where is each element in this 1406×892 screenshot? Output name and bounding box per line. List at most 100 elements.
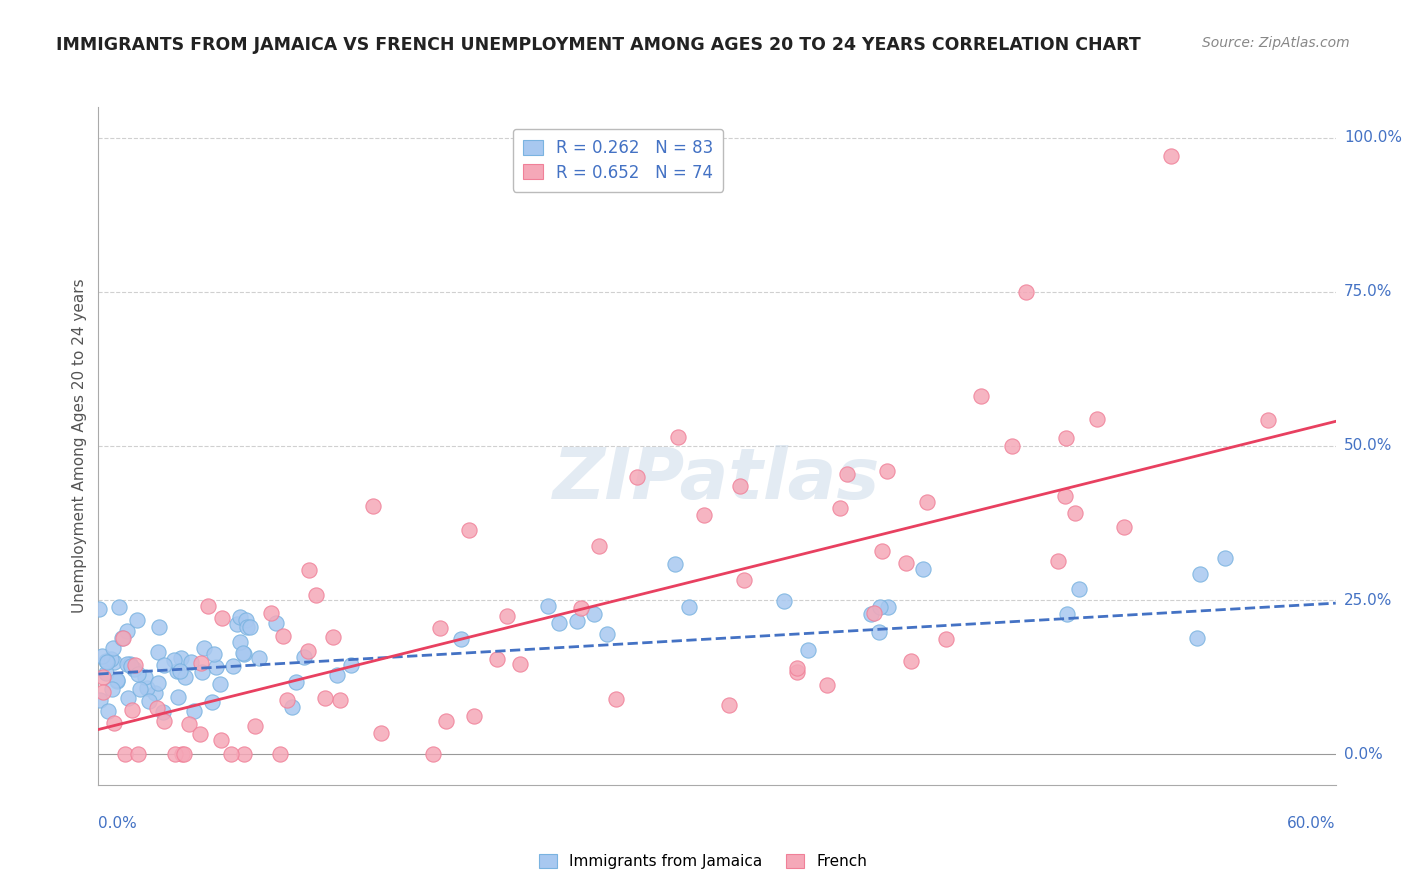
Point — [773, 594, 796, 608]
Point — [124, 657, 146, 672]
Point — [172, 747, 194, 761]
Point — [138, 693, 160, 707]
Text: 75.0%: 75.0% — [1344, 285, 1392, 300]
Legend: Immigrants from Jamaica, French: Immigrants from Jamaica, French — [533, 848, 873, 875]
Point — [114, 747, 136, 761]
Point — [298, 563, 321, 577]
Point — [276, 693, 298, 707]
Point — [314, 690, 336, 705]
Point — [1085, 412, 1108, 426]
Text: IMMIGRANTS FROM JAMAICA VS FRENCH UNEMPLOYMENT AMONG AGES 20 TO 24 YEARS CORRELA: IMMIGRANTS FROM JAMAICA VS FRENCH UNEMPL… — [56, 36, 1142, 54]
Point — [264, 615, 287, 630]
Point — [105, 673, 128, 688]
Point — [1160, 149, 1182, 163]
Point — [143, 686, 166, 700]
Point — [294, 650, 316, 665]
Point — [103, 655, 125, 669]
Point — [786, 660, 808, 674]
Point — [91, 649, 114, 664]
Point — [1046, 554, 1069, 568]
Point — [859, 607, 882, 622]
Point — [361, 499, 384, 513]
Point — [193, 641, 215, 656]
Point — [87, 602, 110, 616]
Point — [219, 747, 242, 761]
Point — [1064, 506, 1087, 520]
Point — [828, 501, 851, 516]
Point — [297, 644, 319, 658]
Point — [1056, 607, 1078, 622]
Point — [664, 557, 686, 571]
Point — [94, 666, 117, 681]
Point — [108, 600, 131, 615]
Point — [166, 690, 188, 704]
Point — [900, 654, 922, 668]
Point — [495, 608, 517, 623]
Point — [595, 626, 617, 640]
Point — [537, 599, 560, 613]
Point — [134, 670, 156, 684]
Point — [127, 666, 149, 681]
Point — [340, 658, 363, 673]
Point — [717, 698, 740, 712]
Point — [509, 657, 531, 671]
Point — [222, 659, 245, 673]
Point — [173, 747, 195, 761]
Point — [869, 600, 891, 615]
Point — [211, 611, 233, 625]
Point — [666, 429, 689, 443]
Point — [305, 588, 328, 602]
Point — [569, 601, 592, 615]
Point — [835, 467, 858, 481]
Point — [225, 617, 247, 632]
Text: ZIPatlas: ZIPatlas — [554, 445, 880, 515]
Point — [565, 614, 588, 628]
Point — [1112, 520, 1135, 534]
Point — [935, 632, 957, 646]
Point — [105, 673, 128, 688]
Point — [1054, 490, 1077, 504]
Text: 50.0%: 50.0% — [1344, 439, 1392, 453]
Point — [325, 667, 347, 681]
Point — [101, 681, 124, 696]
Point — [1257, 412, 1279, 426]
Point — [271, 629, 294, 643]
Point — [868, 625, 890, 640]
Text: 0.0%: 0.0% — [98, 815, 138, 830]
Point — [169, 664, 191, 678]
Point — [153, 714, 176, 729]
Point — [170, 650, 193, 665]
Point — [588, 540, 610, 554]
Point — [97, 704, 120, 718]
Text: 60.0%: 60.0% — [1288, 815, 1336, 830]
Point — [815, 678, 838, 692]
Point — [870, 544, 893, 558]
Point — [183, 704, 205, 718]
Text: 0.0%: 0.0% — [1344, 747, 1382, 762]
Point — [103, 715, 125, 730]
Point — [163, 747, 186, 761]
Point — [912, 562, 935, 576]
Point — [229, 610, 252, 624]
Point — [894, 556, 917, 570]
Point — [91, 670, 114, 684]
Point — [269, 747, 291, 761]
Point — [148, 620, 170, 634]
Point — [190, 727, 212, 741]
Point — [201, 695, 224, 709]
Point — [233, 747, 256, 761]
Point — [1001, 439, 1024, 453]
Point — [239, 620, 262, 634]
Point — [1069, 582, 1091, 597]
Point — [166, 665, 188, 679]
Point — [190, 656, 212, 670]
Point — [163, 653, 186, 667]
Point — [259, 607, 281, 621]
Point — [730, 479, 752, 493]
Point — [876, 464, 898, 478]
Point — [153, 657, 176, 672]
Point — [121, 703, 143, 717]
Point — [127, 747, 149, 761]
Point — [1187, 631, 1209, 645]
Point — [917, 494, 939, 508]
